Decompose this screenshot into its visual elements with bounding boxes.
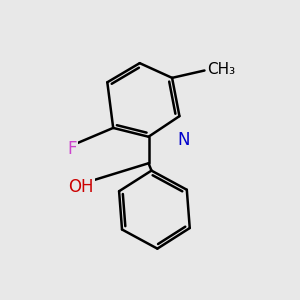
Text: CH₃: CH₃	[207, 61, 236, 76]
Text: N: N	[178, 131, 190, 149]
Text: OH: OH	[68, 178, 94, 196]
Text: F: F	[67, 140, 77, 158]
